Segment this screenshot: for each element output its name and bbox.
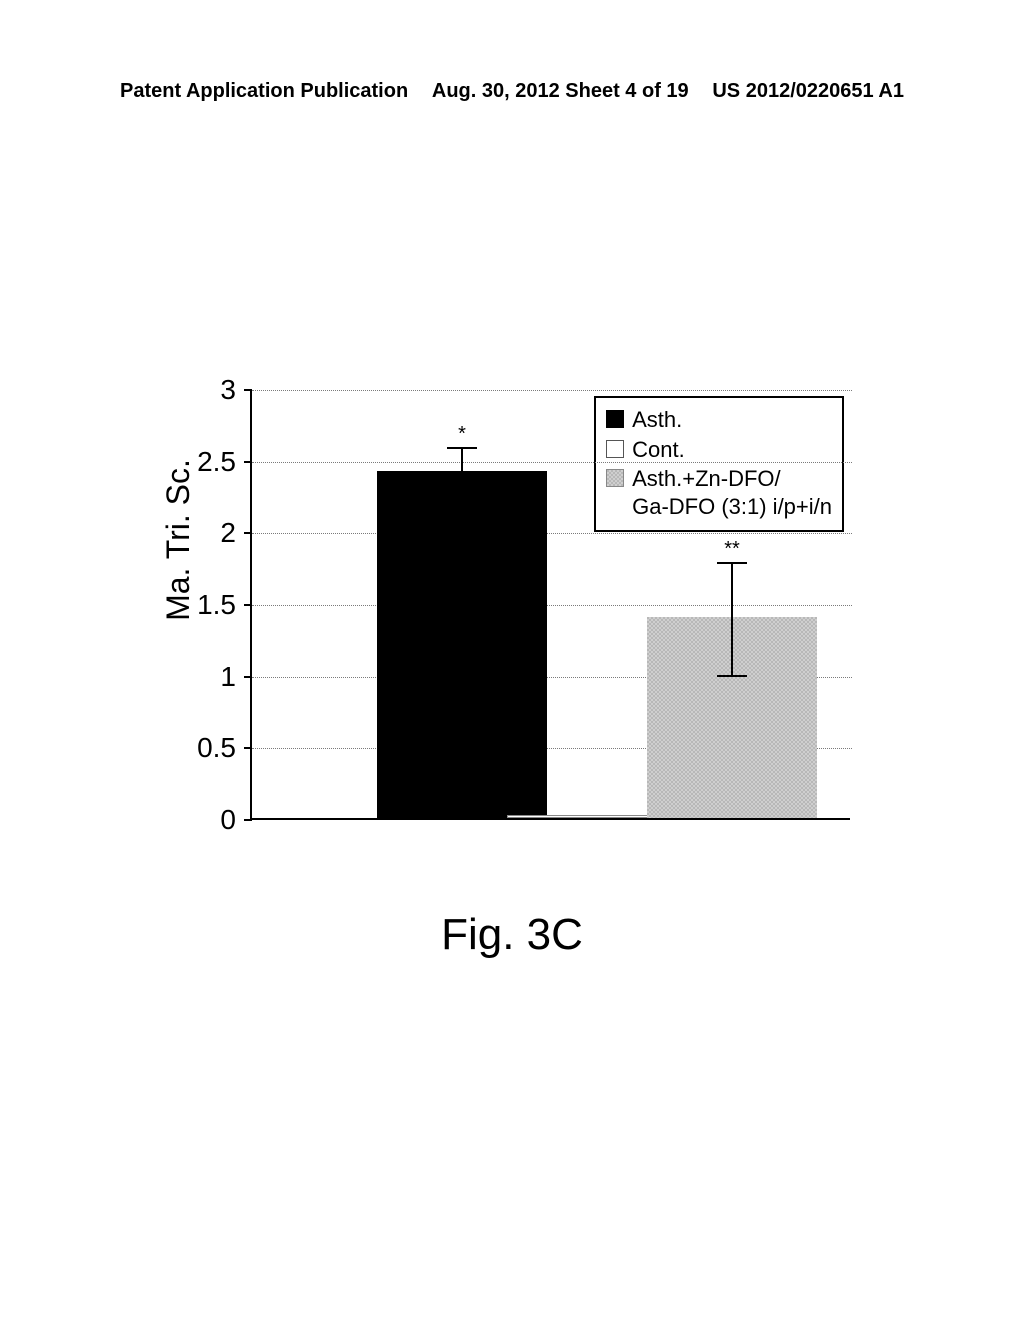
legend-swatch	[606, 410, 624, 428]
header-center: Aug. 30, 2012 Sheet 4 of 19	[432, 80, 689, 103]
significance-marker: **	[724, 538, 740, 561]
y-tick-label: 2	[220, 517, 236, 549]
y-tick-label: 0	[220, 804, 236, 836]
gridline	[252, 533, 852, 534]
header-left: Patent Application Publication	[120, 80, 408, 103]
y-tick	[244, 676, 252, 678]
gridline	[252, 462, 852, 463]
gridline	[252, 390, 852, 391]
y-tick	[244, 389, 252, 391]
y-axis-title: Ma. Tri. Sc.	[160, 459, 197, 621]
legend-item: Asth.+Zn-DFO/Ga-DFO (3:1) i/p+i/n	[606, 465, 832, 520]
legend-item: Cont.	[606, 436, 832, 464]
header-right: US 2012/0220651 A1	[712, 80, 904, 103]
legend-swatch	[606, 469, 624, 487]
figure-caption: Fig. 3C	[0, 910, 1024, 960]
legend-item: Asth.	[606, 406, 832, 434]
bar-chart: Ma. Tri. Sc. Asth.Cont.Asth.+Zn-DFO/Ga-D…	[160, 390, 860, 870]
legend-label: Cont.	[632, 436, 685, 464]
y-tick-label: 2.5	[197, 446, 236, 478]
plot-area: Asth.Cont.Asth.+Zn-DFO/Ga-DFO (3:1) i/p+…	[250, 390, 850, 820]
y-tick	[244, 532, 252, 534]
legend-label: Asth.	[632, 406, 682, 434]
gridline	[252, 605, 852, 606]
bar-asth	[377, 471, 547, 818]
y-tick-label: 3	[220, 374, 236, 406]
y-tick	[244, 819, 252, 821]
legend-label: Asth.+Zn-DFO/Ga-DFO (3:1) i/p+i/n	[632, 465, 832, 520]
y-tick	[244, 604, 252, 606]
y-tick	[244, 461, 252, 463]
page-header: Patent Application Publication Aug. 30, …	[0, 80, 1024, 103]
y-tick-label: 1.5	[197, 589, 236, 621]
y-tick	[244, 747, 252, 749]
chart-legend: Asth.Cont.Asth.+Zn-DFO/Ga-DFO (3:1) i/p+…	[594, 396, 844, 532]
significance-marker: *	[458, 423, 466, 446]
y-tick-label: 0.5	[197, 732, 236, 764]
legend-swatch	[606, 440, 624, 458]
y-tick-label: 1	[220, 661, 236, 693]
